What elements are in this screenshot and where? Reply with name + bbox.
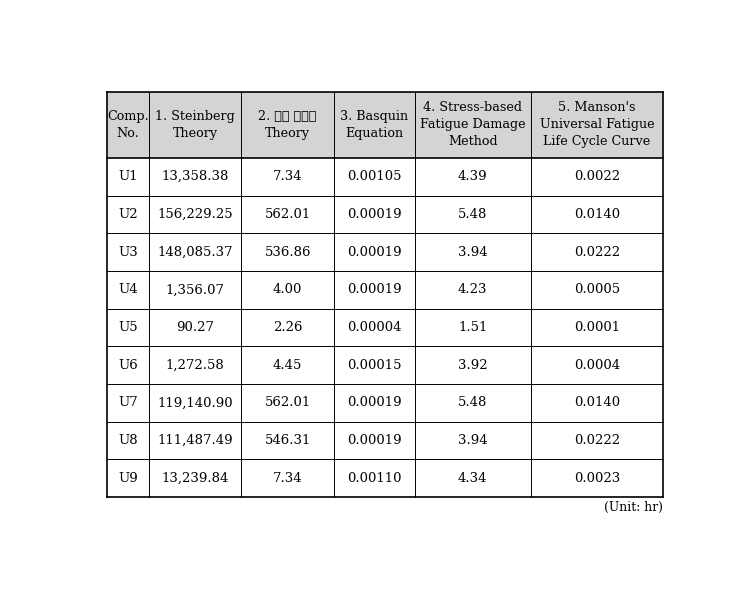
Text: U7: U7 <box>118 396 137 409</box>
Text: 0.00019: 0.00019 <box>347 245 402 259</box>
Text: (Unit: hr): (Unit: hr) <box>604 501 663 514</box>
Text: 5.48: 5.48 <box>458 396 487 409</box>
Text: 0.00004: 0.00004 <box>347 321 402 334</box>
Bar <box>107 158 663 195</box>
Text: Comp.
No.: Comp. No. <box>107 110 149 140</box>
Text: 7.34: 7.34 <box>273 170 303 183</box>
Bar <box>107 459 663 497</box>
Text: 0.00019: 0.00019 <box>347 208 402 221</box>
Text: 0.00019: 0.00019 <box>347 283 402 296</box>
Text: 2.26: 2.26 <box>273 321 303 334</box>
Text: 7.34: 7.34 <box>273 472 303 485</box>
Text: 0.00019: 0.00019 <box>347 396 402 409</box>
Text: 0.0222: 0.0222 <box>574 245 620 259</box>
Bar <box>107 309 663 346</box>
Text: 0.00015: 0.00015 <box>347 359 402 371</box>
Text: U2: U2 <box>118 208 137 221</box>
Text: 3.94: 3.94 <box>458 245 487 259</box>
Text: 546.31: 546.31 <box>264 434 311 447</box>
Text: 536.86: 536.86 <box>264 245 311 259</box>
Text: 0.00110: 0.00110 <box>347 472 402 485</box>
Text: 4.45: 4.45 <box>273 359 303 371</box>
Text: U1: U1 <box>118 170 137 183</box>
Text: 2. 임계 변형률
Theory: 2. 임계 변형률 Theory <box>258 110 317 140</box>
Text: 3.94: 3.94 <box>458 434 487 447</box>
Text: 111,487.49: 111,487.49 <box>157 434 233 447</box>
Text: 0.0022: 0.0022 <box>574 170 620 183</box>
Text: 3. Basquin
Equation: 3. Basquin Equation <box>340 110 409 140</box>
Text: 148,085.37: 148,085.37 <box>157 245 233 259</box>
Bar <box>107 195 663 233</box>
Text: 4.23: 4.23 <box>458 283 487 296</box>
Text: U4: U4 <box>118 283 137 296</box>
Text: 0.00019: 0.00019 <box>347 434 402 447</box>
Text: 0.00105: 0.00105 <box>347 170 402 183</box>
Text: 0.0005: 0.0005 <box>574 283 620 296</box>
Text: U9: U9 <box>118 472 137 485</box>
Text: 0.0004: 0.0004 <box>574 359 620 371</box>
Text: U3: U3 <box>118 245 137 259</box>
Text: 562.01: 562.01 <box>264 396 311 409</box>
Text: 4.34: 4.34 <box>458 472 487 485</box>
Text: 90.27: 90.27 <box>176 321 214 334</box>
Text: U5: U5 <box>118 321 137 334</box>
Text: 0.0140: 0.0140 <box>574 208 620 221</box>
Text: 13,239.84: 13,239.84 <box>161 472 229 485</box>
Text: 4.39: 4.39 <box>458 170 487 183</box>
Text: 5.48: 5.48 <box>458 208 487 221</box>
Bar <box>107 421 663 459</box>
Bar <box>107 233 663 271</box>
Text: 4.00: 4.00 <box>273 283 303 296</box>
Text: 562.01: 562.01 <box>264 208 311 221</box>
Text: 1. Steinberg
Theory: 1. Steinberg Theory <box>155 110 235 140</box>
Bar <box>107 92 663 158</box>
Bar <box>107 271 663 309</box>
Text: 0.0222: 0.0222 <box>574 434 620 447</box>
Text: 1,272.58: 1,272.58 <box>166 359 225 371</box>
Text: U8: U8 <box>118 434 137 447</box>
Text: 119,140.90: 119,140.90 <box>157 396 233 409</box>
Text: 0.0140: 0.0140 <box>574 396 620 409</box>
Bar <box>107 384 663 421</box>
Text: 156,229.25: 156,229.25 <box>157 208 233 221</box>
Text: 1.51: 1.51 <box>458 321 487 334</box>
Text: 3.92: 3.92 <box>458 359 487 371</box>
Text: 0.0023: 0.0023 <box>574 472 620 485</box>
Text: 4. Stress-based
Fatigue Damage
Method: 4. Stress-based Fatigue Damage Method <box>420 101 526 148</box>
Text: 5. Manson's
Universal Fatigue
Life Cycle Curve: 5. Manson's Universal Fatigue Life Cycle… <box>540 101 654 148</box>
Bar <box>107 346 663 384</box>
Text: 1,356.07: 1,356.07 <box>166 283 225 296</box>
Text: U6: U6 <box>118 359 137 371</box>
Text: 13,358.38: 13,358.38 <box>161 170 229 183</box>
Text: 0.0001: 0.0001 <box>574 321 620 334</box>
